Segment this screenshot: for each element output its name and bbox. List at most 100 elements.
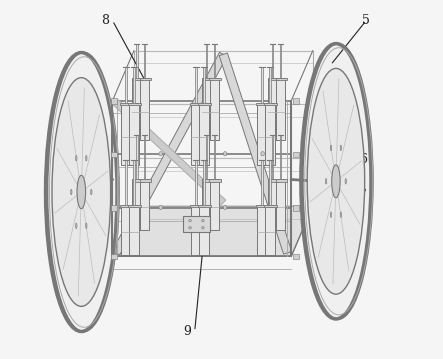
Bar [280, 135, 281, 180]
Bar [190, 103, 203, 106]
Bar [210, 180, 221, 182]
Bar [140, 180, 149, 229]
Bar [261, 160, 263, 205]
Bar [202, 180, 211, 229]
Bar [202, 78, 211, 140]
Bar [140, 180, 151, 182]
Ellipse shape [76, 155, 77, 161]
Bar [198, 205, 209, 255]
Bar [136, 135, 137, 180]
Ellipse shape [332, 165, 340, 198]
Ellipse shape [77, 175, 85, 209]
Ellipse shape [52, 78, 111, 306]
Bar [210, 78, 221, 80]
Ellipse shape [85, 155, 87, 161]
Bar [256, 205, 269, 208]
Bar [202, 78, 213, 80]
Bar [111, 151, 117, 157]
Ellipse shape [70, 189, 72, 195]
Bar [214, 43, 215, 78]
Bar [210, 78, 218, 140]
Polygon shape [113, 206, 313, 256]
Bar [257, 205, 267, 255]
Bar [121, 103, 131, 165]
Bar [256, 103, 269, 106]
Bar [195, 67, 197, 103]
Bar [293, 205, 299, 211]
Bar [191, 205, 201, 255]
Bar [269, 160, 271, 205]
Text: 7: 7 [359, 189, 367, 202]
Bar [133, 160, 135, 205]
Bar [111, 205, 117, 211]
Ellipse shape [330, 145, 332, 151]
Bar [268, 180, 277, 229]
Bar [144, 135, 145, 180]
Bar [183, 216, 210, 232]
Ellipse shape [85, 223, 87, 229]
Ellipse shape [202, 219, 204, 222]
Bar [214, 135, 215, 180]
Bar [111, 253, 117, 259]
Bar [128, 103, 141, 106]
Bar [121, 205, 131, 255]
Ellipse shape [223, 151, 227, 156]
Bar [206, 43, 207, 78]
Bar [206, 135, 207, 180]
Bar [203, 67, 205, 103]
Bar [293, 98, 299, 104]
Bar [276, 180, 287, 182]
Bar [191, 103, 201, 165]
Polygon shape [219, 53, 292, 254]
Bar [257, 103, 267, 165]
Bar [125, 160, 127, 205]
Bar [129, 205, 139, 255]
Bar [133, 67, 135, 103]
Bar [276, 78, 287, 80]
Bar [140, 78, 149, 140]
Bar [264, 205, 277, 208]
Ellipse shape [202, 227, 204, 229]
Bar [280, 43, 281, 78]
Bar [203, 160, 205, 205]
Bar [268, 78, 277, 140]
Bar [190, 205, 203, 208]
Polygon shape [112, 52, 227, 255]
Bar [129, 103, 139, 165]
Ellipse shape [340, 212, 342, 218]
Ellipse shape [330, 212, 332, 218]
Bar [210, 180, 218, 229]
Bar [132, 78, 141, 140]
Bar [276, 180, 285, 229]
Bar [136, 43, 137, 78]
Bar [195, 160, 197, 205]
Bar [128, 205, 141, 208]
Bar [132, 180, 143, 182]
Bar [293, 151, 299, 157]
Ellipse shape [159, 151, 163, 156]
Bar [268, 78, 279, 80]
Bar [276, 78, 285, 140]
Bar [265, 205, 275, 255]
Ellipse shape [46, 52, 117, 331]
Ellipse shape [189, 219, 191, 222]
Bar [111, 98, 117, 104]
Ellipse shape [307, 69, 365, 294]
Bar [140, 78, 151, 80]
Bar [144, 43, 145, 78]
Ellipse shape [189, 227, 191, 229]
Text: 5: 5 [362, 14, 370, 27]
Ellipse shape [345, 178, 346, 184]
Bar [120, 205, 133, 208]
Text: 9: 9 [183, 325, 191, 338]
Bar [132, 78, 143, 80]
Bar [132, 180, 141, 229]
Bar [268, 180, 279, 182]
Ellipse shape [326, 178, 327, 184]
Bar [125, 67, 127, 103]
Ellipse shape [76, 223, 77, 229]
Bar [198, 103, 211, 106]
Ellipse shape [159, 205, 163, 210]
Bar [265, 103, 275, 165]
Bar [272, 135, 273, 180]
